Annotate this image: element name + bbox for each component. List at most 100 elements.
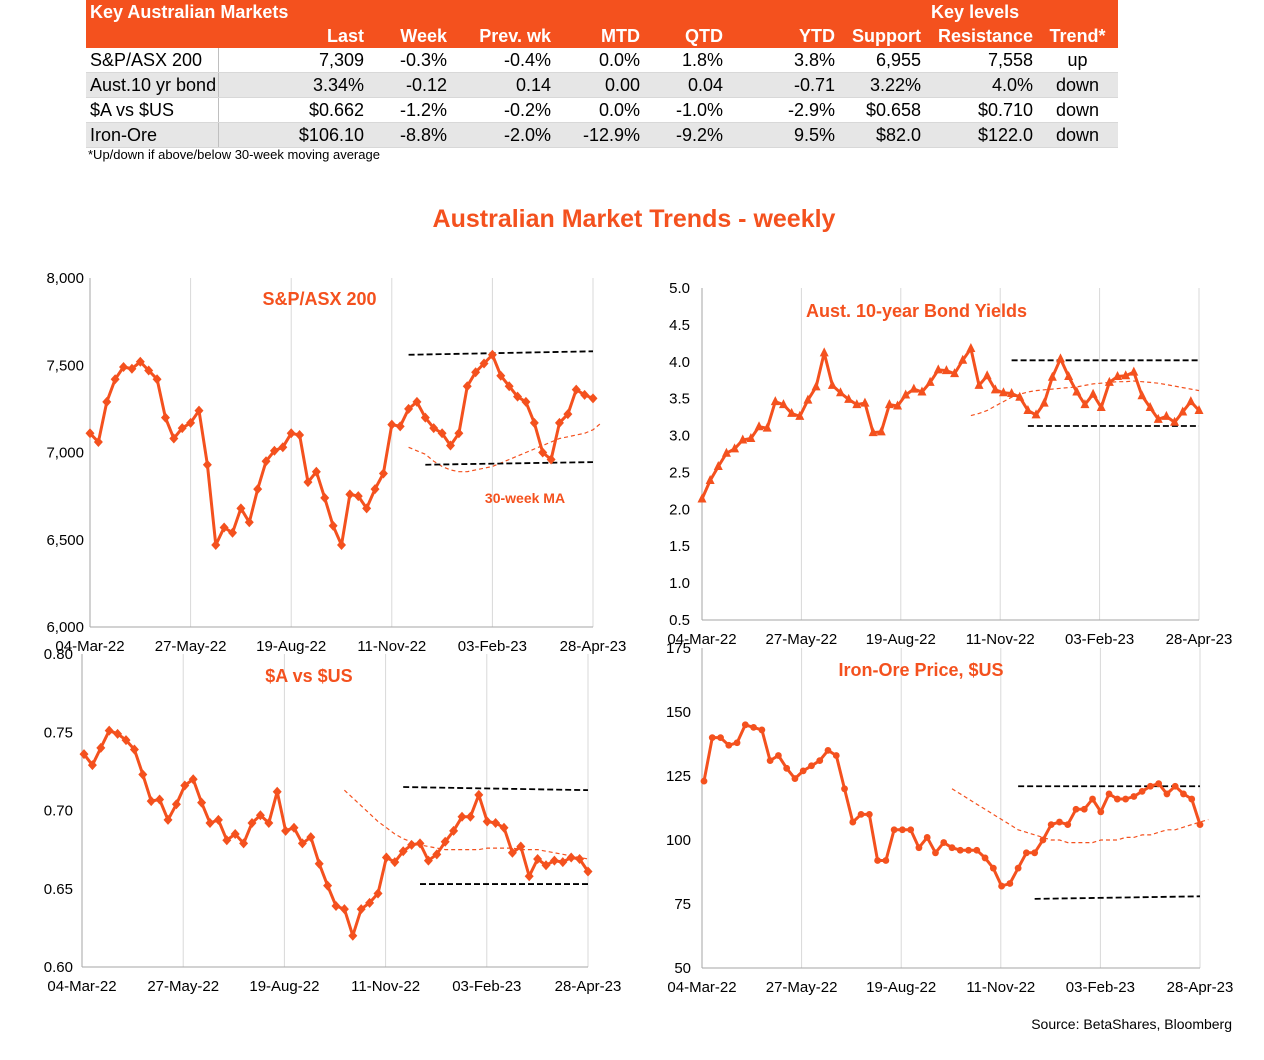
data-point [852,399,862,409]
data-point [1161,410,1171,420]
data-point [415,838,425,849]
data-point [345,489,355,500]
data-point [297,838,307,849]
data-point [289,822,299,833]
data-point [314,858,324,869]
moving-average-line [408,422,602,473]
data-point [138,769,148,780]
data-point [874,857,881,864]
data-point [496,370,506,381]
data-point [474,789,484,800]
table-cell: 0.04 [644,72,727,98]
table-cell: -0.3% [368,48,451,73]
table-cell: 3.8% [727,48,839,73]
chart-4: 04-Mar-22 27-May-22 19-Aug-22 11-Nov-22 03-F… [666,640,1233,996]
data-point [440,836,450,847]
data-point [177,423,187,434]
table-header-row-1: Key Australian Markets Key levels [86,0,1119,24]
x-tick-label: 11-Nov-22 [351,978,420,995]
data-point [121,735,131,746]
data-point [146,796,156,807]
x-tick-label: 28-Apr-23 [1167,979,1234,996]
data-point [940,839,948,846]
key-levels-label: Key levels [925,0,1119,24]
header-blank [86,24,218,48]
data-point [1006,880,1014,887]
data-point [398,846,408,857]
column-header: YTD [727,24,839,48]
table-cell: up [1037,48,1119,73]
table-row: Iron-Ore $106.10 -8.8% -2.0% -12.9% -9.2… [86,122,1119,148]
data-point [1180,790,1187,798]
y-tick-label: 0.65 [44,881,73,898]
data-point [171,799,181,810]
data-point [909,383,919,393]
moving-average-line [951,788,1209,844]
data-point [899,826,906,834]
y-tick-label: 4.0 [669,354,690,371]
data-point [454,428,464,439]
data-point [1096,402,1106,412]
data-point [407,839,417,850]
data-point [155,794,165,805]
data-point [247,818,257,829]
data-point [808,762,815,770]
data-point [213,814,223,825]
data-point [733,739,741,747]
table-cell: -0.2% [451,97,555,123]
data-point [197,797,207,808]
table-cell: $82.0 [839,122,926,148]
data-point [370,484,380,495]
data-point [860,397,870,407]
data-point [1031,409,1041,419]
data-point [127,363,137,374]
data-point [882,857,890,864]
data-point [546,454,556,465]
data-point [893,400,903,410]
data-point [841,785,848,793]
table-cell: 3.34% [218,72,368,98]
data-point [1194,404,1204,414]
data-point [766,757,774,765]
y-tick-label: 3.5 [669,391,690,408]
data-point [1137,390,1147,400]
data-point [876,426,886,436]
data-point [849,818,857,826]
data-point [1039,836,1047,844]
y-tick-label: 1.0 [669,575,690,592]
table-cell: -2.9% [727,97,839,123]
row-label: S&P/ASX 200 [86,48,219,73]
data-point [1147,782,1154,790]
ma-annotation: 30-week MA [485,490,565,506]
y-tick-label: 7,500 [46,357,84,374]
data-point [160,412,170,423]
data-point [1047,371,1057,381]
moving-average-line [970,380,1200,417]
data-point [890,826,898,834]
chart-title: Aust. 10-year Bond Yields [806,301,1027,321]
table-cell: -2.0% [451,122,555,148]
table-row: S&P/ASX 200 7,309 -0.3% -0.4% 0.0% 1.8% … [86,48,1119,73]
x-tick-label: 27-May-22 [766,631,838,648]
data-point [135,356,145,367]
table-cell: -12.9% [555,122,644,148]
data-point [758,726,766,734]
data-point [1097,808,1105,816]
data-point [775,752,782,759]
data-point [1113,371,1123,381]
data-point [827,379,837,389]
table-cell: down [1037,97,1119,123]
table-cell: 9.5% [727,122,839,148]
data-point [803,394,813,404]
table-cell: 0.00 [555,72,644,98]
data-point [186,417,196,428]
data-point [462,381,472,392]
data-point [750,723,757,731]
column-header: Support [839,24,926,48]
y-tick-label: 0.5 [669,612,690,629]
data-point [1039,397,1049,407]
page-title: Australian Market Trends - weekly [432,205,836,233]
y-tick-label: 2.5 [669,464,690,481]
data-point [328,520,338,531]
x-tick-label: 19-Aug-22 [866,631,936,648]
